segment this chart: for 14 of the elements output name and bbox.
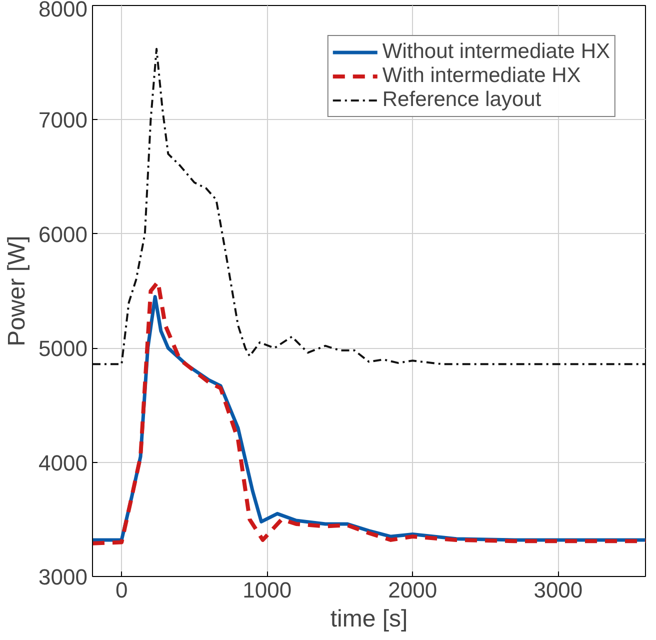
y-tick-label: 5000 <box>38 336 88 362</box>
legend-label: Reference layout <box>382 88 542 112</box>
y-tick-label: 4000 <box>38 450 88 476</box>
x-tick-label: 1000 <box>242 578 292 602</box>
y-tick-label: 8000 <box>38 0 88 22</box>
x-tick-label: 2000 <box>388 578 438 602</box>
legend-label: Without intermediate HX <box>382 40 610 64</box>
y-tick-label: 7000 <box>38 108 88 133</box>
y-tick-label: 6000 <box>38 222 88 247</box>
x-axis-title: time [s] <box>330 606 408 632</box>
legend-label: With intermediate HX <box>382 64 581 88</box>
x-tick-label: 3000 <box>534 578 583 602</box>
y-axis-title: Power [W] <box>4 236 31 346</box>
x-tick-label: 0 <box>115 578 128 602</box>
